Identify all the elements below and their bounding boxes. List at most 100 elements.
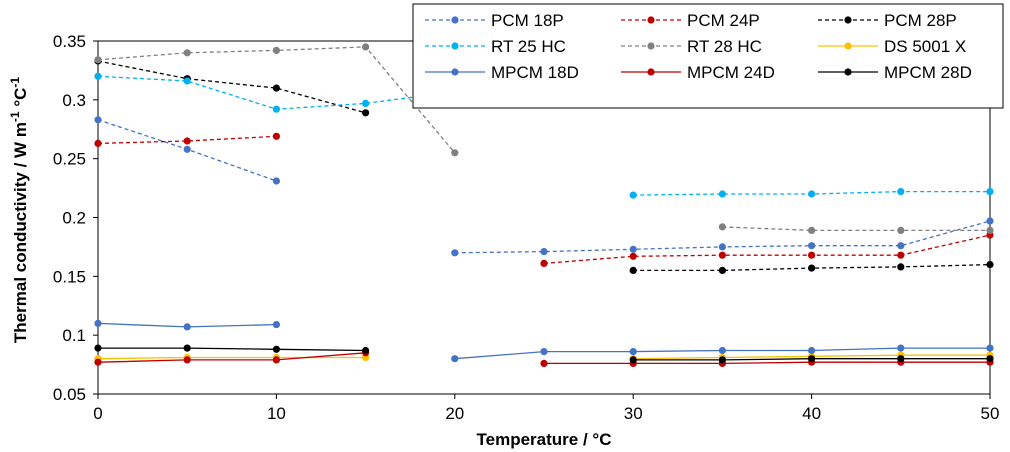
legend-item-pcm-18p: PCM 18P [425,11,564,30]
x-axis: 0 10 20 30 40 50 [93,394,999,423]
series-line [544,361,990,365]
y-tick-label: 0.35 [53,32,86,51]
legend-label: MPCM 24D [687,63,775,82]
data-point [362,99,370,107]
data-point [808,251,816,259]
data-point [986,217,994,225]
data-point [808,264,816,272]
data-point [272,46,280,55]
data-point [897,344,905,352]
legend-swatch-marker [451,16,459,24]
data-point [272,321,280,329]
data-point [986,226,994,234]
legend-label: RT 28 HC [687,37,762,56]
x-tick-label: 50 [981,404,1000,423]
data-point [94,116,102,124]
y-axis: 0.05 0.1 0.15 0.2 0.25 0.3 0.35 [53,32,98,404]
data-point [718,223,727,231]
y-tick-label: 0.25 [53,150,86,169]
legend-swatch-marker [451,42,459,50]
data-point [362,346,370,355]
y-axis-title: Thermal conductivity / W m-1 °C-1 [8,77,30,344]
data-point [94,344,102,352]
data-point [718,251,727,259]
series-mpcm-18d [94,319,994,363]
x-tick-label: 0 [93,404,102,423]
data-point [94,358,102,366]
legend-item-ds-5001-x: DS 5001 X [818,37,966,56]
x-tick-label: 30 [624,404,643,423]
y-tick-label: 0.1 [62,326,86,345]
legend-label: MPCM 18D [491,63,579,82]
legend-item-pcm-28p: PCM 28P [818,11,957,30]
legend-swatch-marker [647,68,655,76]
data-point [362,109,370,117]
series-rt-28-hc [94,43,994,234]
x-tick-label: 10 [267,404,286,423]
data-point [986,188,994,196]
data-point [272,132,280,140]
data-point [897,355,905,363]
data-point [183,49,191,57]
series-pcm-24p [94,132,994,267]
series-mpcm-28d [94,344,994,364]
legend-item-rt-25-hc: RT 25 HC [425,37,566,56]
data-point [540,359,548,367]
legend-swatch-marker [844,16,852,24]
data-point [540,248,548,256]
data-point [94,319,102,327]
data-point [451,149,459,157]
x-axis-title: Temperature / °C [477,430,612,449]
legend-item-mpcm-18d: MPCM 18D [425,63,579,82]
series-line [97,60,366,114]
data-point [897,263,905,271]
legend-box [412,3,1004,109]
series-line [722,226,990,232]
data-point [629,191,637,199]
data-point [272,84,280,92]
data-point [897,242,905,250]
legend-label: PCM 28P [884,11,957,30]
data-point [272,356,280,364]
data-point [183,137,191,145]
legend-item-pcm-24p: PCM 24P [621,11,760,30]
data-point [718,266,727,274]
x-tick-label: 20 [445,404,464,423]
series-line [97,135,277,145]
data-point [808,242,816,250]
legend-swatch-marker [647,16,655,24]
series-layer [94,43,994,367]
data-point [272,345,280,353]
data-point [272,105,280,113]
data-point [94,139,102,147]
x-tick-label: 40 [802,404,821,423]
data-point [718,356,727,364]
legend-swatch-marker [451,68,459,76]
data-point [362,43,370,51]
data-point [629,252,637,260]
legend-item-rt-28-hc: RT 28 HC [621,37,762,56]
data-point [986,355,994,363]
series-line [98,347,366,352]
legend-label: RT 25 HC [491,37,566,56]
data-point [986,344,994,352]
data-point [629,245,637,253]
data-point [808,226,816,234]
data-point [272,177,280,185]
data-point [183,145,191,153]
legend-item-mpcm-28d: MPCM 28D [818,63,972,82]
legend-swatch-marker [844,68,852,76]
y-tick-label: 0.05 [53,385,86,404]
legend-swatch-marker [647,42,655,50]
legend-swatch-marker [844,42,852,50]
legend-label: PCM 18P [491,11,564,30]
data-point [183,344,191,352]
y-tick-label: 0.2 [62,209,86,228]
legend-item-mpcm-24d: MPCM 24D [621,63,775,82]
series-line [543,234,991,265]
data-point [986,261,994,269]
series-pcm-18p [94,116,994,257]
legend-label: MPCM 28D [884,63,972,82]
data-point [451,355,459,363]
